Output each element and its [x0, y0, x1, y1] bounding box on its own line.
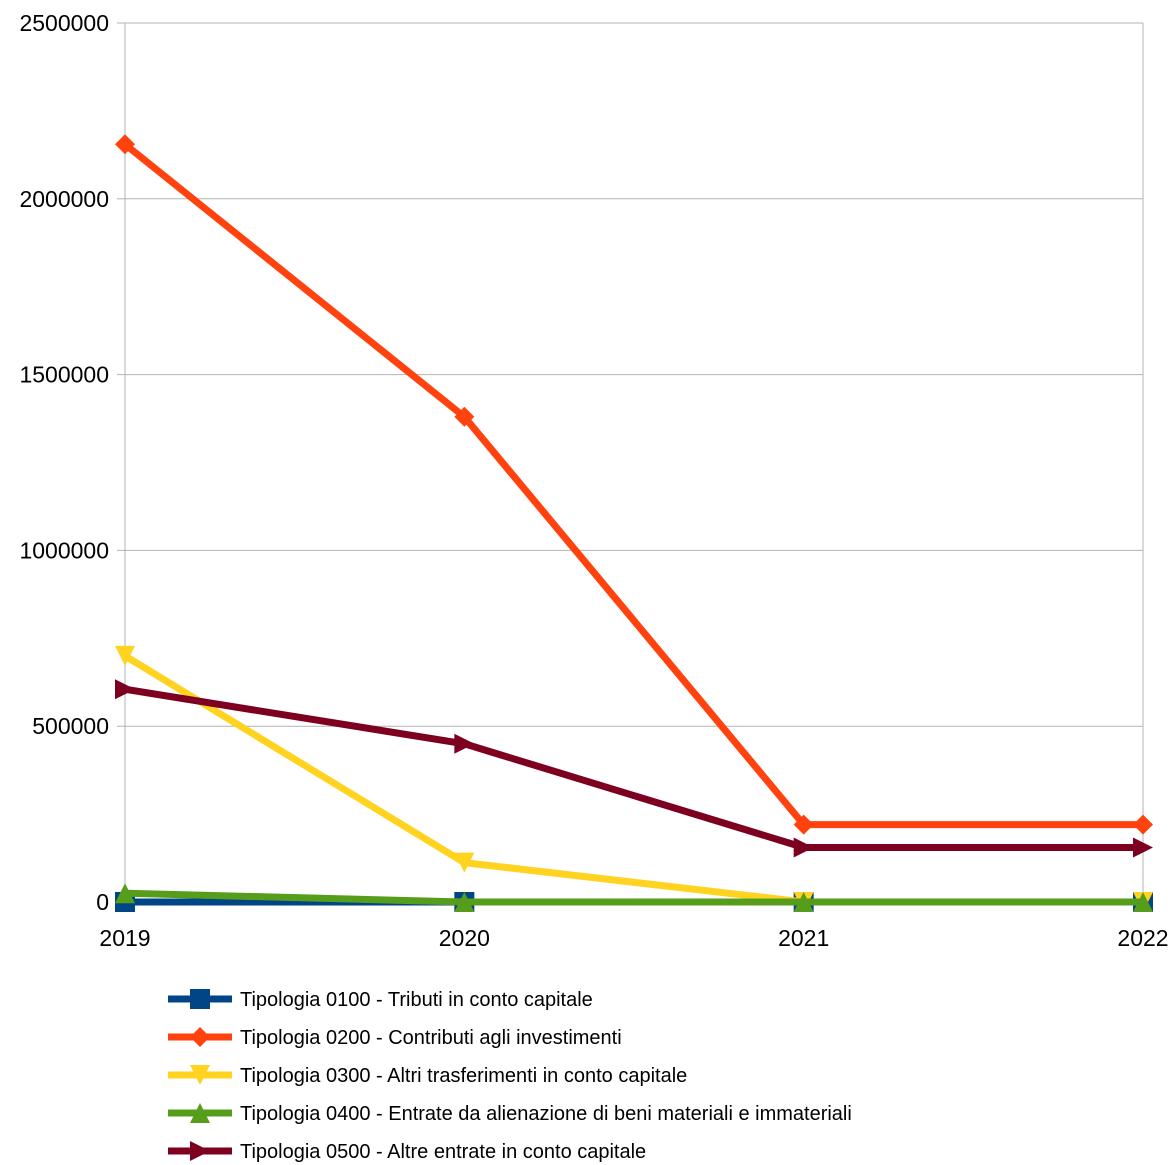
legend-label: Tipologia 0300 - Altri trasferimenti in …: [240, 1065, 687, 1087]
series-5: [115, 679, 1153, 858]
y-tick-label: 500000: [32, 713, 109, 739]
legend-label: Tipologia 0100 - Tributi in conto capita…: [240, 989, 593, 1011]
series-3: [115, 645, 1153, 912]
x-tick-label: 2019: [99, 925, 150, 951]
x-tick-label: 2021: [778, 925, 829, 951]
data-point: [793, 892, 814, 912]
legend-label: Tipologia 0200 - Contributi agli investi…: [240, 1027, 622, 1049]
y-tick-label: 1500000: [19, 362, 109, 388]
data-point: [115, 883, 135, 904]
y-tick-label: 1000000: [19, 537, 109, 563]
y-tick-label: 0: [96, 889, 109, 915]
data-point: [793, 837, 814, 858]
legend-swatch-marker: [190, 1065, 210, 1085]
legend-item: Tipologia 0400 - Entrate da alienazione …: [168, 1103, 852, 1125]
data-point: [115, 134, 135, 155]
data-point: [1133, 837, 1153, 858]
y-tick-label: 2000000: [19, 186, 109, 212]
data-point: [1133, 892, 1153, 912]
data-point: [454, 733, 475, 754]
legend-item: Tipologia 0300 - Altri trasferimenti in …: [168, 1065, 687, 1087]
legend-item: Tipologia 0500 - Altre entrate in conto …: [168, 1141, 646, 1163]
y-tick-label: 2500000: [19, 10, 109, 36]
data-point: [793, 814, 814, 835]
series-line: [124, 685, 1143, 852]
legend-label: Tipologia 0400 - Entrate da alienazione …: [240, 1103, 852, 1125]
legend-swatch-marker: [190, 1027, 210, 1047]
data-point: [454, 892, 475, 912]
legend-swatch-marker: [190, 989, 210, 1009]
legend: Tipologia 0100 - Tributi in conto capita…: [168, 989, 852, 1163]
data-point: [454, 852, 475, 873]
axes: [117, 22, 1144, 910]
legend-swatch-marker: [190, 1141, 210, 1161]
series-2: [115, 134, 1153, 835]
legend-swatch-marker: [190, 1103, 210, 1123]
legend-item: Tipologia 0200 - Contributi agli investi…: [168, 1027, 622, 1049]
series-4: [115, 883, 1153, 912]
data-point: [115, 679, 135, 700]
legend-label: Tipologia 0500 - Altre entrate in conto …: [240, 1141, 646, 1163]
legend-item: Tipologia 0100 - Tributi in conto capita…: [168, 989, 593, 1011]
data-point: [454, 406, 475, 427]
data-point: [115, 645, 135, 666]
series-line: [122, 141, 1143, 829]
data-point: [1133, 814, 1153, 835]
x-tick-label: 2022: [1117, 925, 1168, 951]
tick-labels: 0 500000 1000000 1500000 2000000 2500000 2019 2…: [19, 10, 1168, 951]
series-line: [123, 652, 1143, 906]
series-line: [124, 889, 1143, 906]
series-group: [115, 134, 1153, 912]
x-tick-label: 2020: [439, 925, 490, 951]
gridlines: [125, 22, 1144, 903]
